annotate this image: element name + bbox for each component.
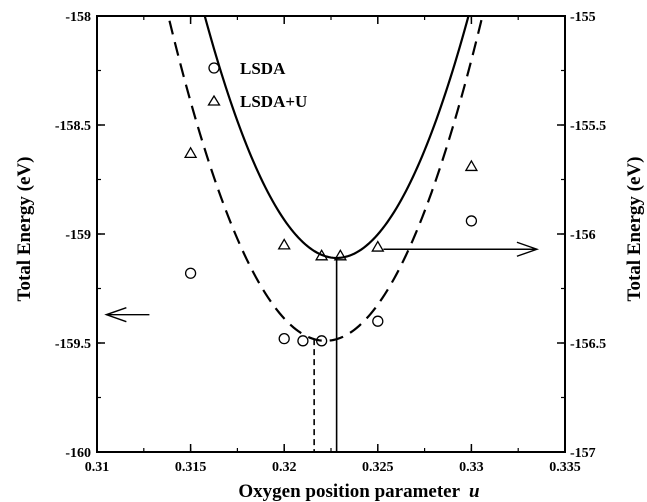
- axis-arrow-left-head: [104, 306, 127, 323]
- data-point-lsda-u: [371, 240, 385, 252]
- data-markers-layer: [183, 146, 479, 347]
- ticks-layer: 0.31 0.315 0.32 0.325 0.33 0.335 -160 -159.5 -15…: [55, 10, 606, 475]
- fit-curve-lsda: [167, 16, 484, 342]
- x-tick-label: 0.33: [459, 460, 484, 475]
- x-tick-label: 0.32: [272, 460, 297, 475]
- y-left-tick-label: -158: [65, 10, 91, 25]
- fit-curves-layer: [167, 16, 484, 342]
- y-right-tick-label: -155: [570, 10, 596, 25]
- data-point-lsda-u: [183, 146, 198, 158]
- y-left-tick-label: -160: [65, 446, 91, 461]
- y-left-tick-label: -158.5: [55, 119, 91, 134]
- y-right-tick-label: -156: [570, 228, 596, 243]
- x-axis-title: Oxygen position parameter u: [238, 481, 479, 502]
- plot-frame: [96, 15, 566, 453]
- data-point-lsda-u: [464, 159, 479, 172]
- legend-lsda-marker: [208, 62, 220, 74]
- x-tick-label: 0.315: [175, 460, 207, 475]
- data-point-lsda: [297, 335, 309, 347]
- data-point-lsda: [372, 315, 384, 327]
- x-tick-label: 0.325: [362, 460, 394, 475]
- legend-lsda-u-label: LSDA+U: [240, 92, 307, 111]
- axis-arrow-right-head: [516, 241, 540, 257]
- x-tick-label: 0.31: [85, 460, 110, 475]
- y-left-tick-label: -159: [65, 228, 91, 243]
- y-right-tick-label: -157: [570, 446, 596, 461]
- y-axis-title-left: Total Energy (eV): [14, 157, 35, 302]
- legend-lsda-u-marker: [207, 94, 221, 106]
- data-point-lsda: [315, 335, 328, 347]
- data-point-lsda-u: [333, 249, 347, 261]
- y-right-tick-label: -155.5: [570, 119, 606, 134]
- data-point-lsda-u: [315, 249, 329, 261]
- fit-curve-lsda-u: [203, 16, 470, 260]
- y-left-tick-label: -159.5: [55, 337, 91, 352]
- data-point-lsda: [465, 215, 478, 227]
- annotations-layer: [104, 241, 540, 452]
- legend-lsda-label: LSDA: [240, 59, 286, 78]
- data-point-lsda: [184, 267, 197, 279]
- x-axis-title-symbol: u: [469, 481, 480, 502]
- data-point-lsda-u: [277, 238, 291, 250]
- x-axis-title-text: Oxygen position parameter: [238, 481, 460, 502]
- y-right-tick-label: -156.5: [570, 337, 606, 352]
- data-point-lsda: [278, 332, 290, 345]
- y-axis-title-right: Total Energy (eV): [624, 157, 645, 302]
- legend: LSDA LSDA+U: [207, 59, 307, 111]
- x-tick-label: 0.335: [549, 460, 581, 475]
